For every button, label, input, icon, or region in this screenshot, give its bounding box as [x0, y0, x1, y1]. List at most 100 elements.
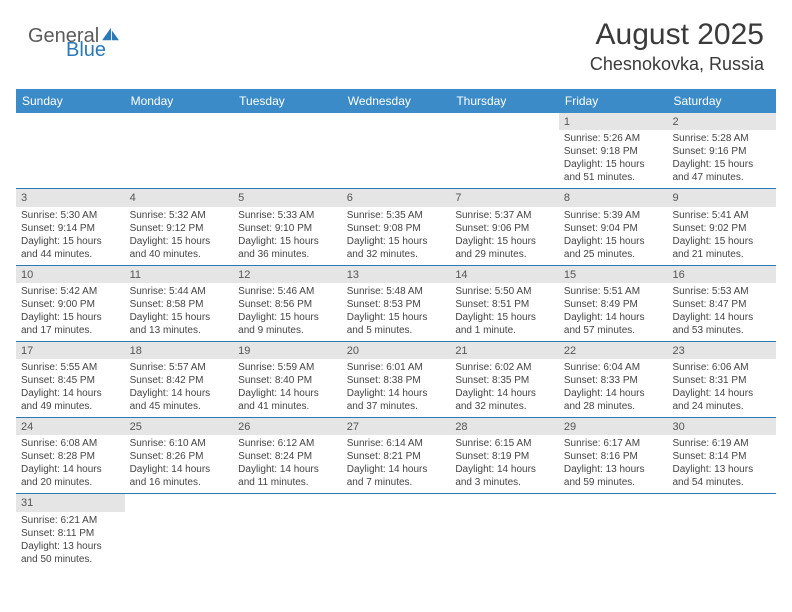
sunset-text: Sunset: 8:45 PM — [21, 374, 120, 387]
sunrise-text: Sunrise: 5:44 AM — [130, 285, 229, 298]
day-number: 7 — [450, 189, 559, 206]
cell-body — [233, 497, 342, 503]
sunrise-text: Sunrise: 6:15 AM — [455, 437, 554, 450]
daylight-text: Daylight: 14 hours and 24 minutes. — [672, 387, 771, 413]
sunset-text: Sunset: 9:16 PM — [672, 145, 771, 158]
sunset-text: Sunset: 8:14 PM — [672, 450, 771, 463]
sunrise-text: Sunrise: 5:57 AM — [130, 361, 229, 374]
week-row: 17Sunrise: 5:55 AMSunset: 8:45 PMDayligh… — [16, 342, 776, 418]
sunrise-text: Sunrise: 6:21 AM — [21, 514, 120, 527]
calendar-cell: 27Sunrise: 6:14 AMSunset: 8:21 PMDayligh… — [342, 418, 451, 493]
calendar-cell: 14Sunrise: 5:50 AMSunset: 8:51 PMDayligh… — [450, 266, 559, 341]
day-number: 27 — [342, 418, 451, 435]
calendar-cell: 30Sunrise: 6:19 AMSunset: 8:14 PMDayligh… — [667, 418, 776, 493]
sunrise-text: Sunrise: 6:06 AM — [672, 361, 771, 374]
weeks-container: 1Sunrise: 5:26 AMSunset: 9:18 PMDaylight… — [16, 113, 776, 570]
day-number: 23 — [667, 342, 776, 359]
day-number: 13 — [342, 266, 451, 283]
cell-body: Sunrise: 6:14 AMSunset: 8:21 PMDaylight:… — [342, 435, 451, 493]
sunrise-text: Sunrise: 6:12 AM — [238, 437, 337, 450]
sunset-text: Sunset: 8:42 PM — [130, 374, 229, 387]
header: GeneralBlue August 2025 Chesnokovka, Rus… — [0, 0, 792, 83]
sunrise-text: Sunrise: 6:19 AM — [672, 437, 771, 450]
calendar-cell: 6Sunrise: 5:35 AMSunset: 9:08 PMDaylight… — [342, 189, 451, 264]
calendar-cell: 13Sunrise: 5:48 AMSunset: 8:53 PMDayligh… — [342, 266, 451, 341]
weekday-header: Sunday — [16, 89, 125, 113]
sunrise-text: Sunrise: 5:26 AM — [564, 132, 663, 145]
cell-body — [450, 497, 559, 503]
sunrise-text: Sunrise: 6:02 AM — [455, 361, 554, 374]
day-number: 25 — [125, 418, 234, 435]
cell-body: Sunrise: 5:35 AMSunset: 9:08 PMDaylight:… — [342, 207, 451, 265]
cell-body: Sunrise: 6:19 AMSunset: 8:14 PMDaylight:… — [667, 435, 776, 493]
cell-body: Sunrise: 5:28 AMSunset: 9:16 PMDaylight:… — [667, 130, 776, 188]
calendar-cell: 1Sunrise: 5:26 AMSunset: 9:18 PMDaylight… — [559, 113, 668, 188]
weekday-header: Tuesday — [233, 89, 342, 113]
daylight-text: Daylight: 14 hours and 20 minutes. — [21, 463, 120, 489]
weekday-header: Saturday — [667, 89, 776, 113]
day-number: 19 — [233, 342, 342, 359]
sunset-text: Sunset: 8:33 PM — [564, 374, 663, 387]
cell-body — [16, 116, 125, 122]
calendar-cell: 16Sunrise: 5:53 AMSunset: 8:47 PMDayligh… — [667, 266, 776, 341]
calendar-cell: 3Sunrise: 5:30 AMSunset: 9:14 PMDaylight… — [16, 189, 125, 264]
day-number: 5 — [233, 189, 342, 206]
calendar-cell: 28Sunrise: 6:15 AMSunset: 8:19 PMDayligh… — [450, 418, 559, 493]
calendar-cell-empty — [125, 113, 234, 188]
daylight-text: Daylight: 15 hours and 13 minutes. — [130, 311, 229, 337]
day-number: 17 — [16, 342, 125, 359]
cell-body — [125, 497, 234, 503]
daylight-text: Daylight: 15 hours and 25 minutes. — [564, 235, 663, 261]
day-number: 16 — [667, 266, 776, 283]
cell-body: Sunrise: 5:30 AMSunset: 9:14 PMDaylight:… — [16, 207, 125, 265]
sunset-text: Sunset: 8:31 PM — [672, 374, 771, 387]
cell-body: Sunrise: 6:17 AMSunset: 8:16 PMDaylight:… — [559, 435, 668, 493]
calendar-cell: 20Sunrise: 6:01 AMSunset: 8:38 PMDayligh… — [342, 342, 451, 417]
calendar-cell: 10Sunrise: 5:42 AMSunset: 9:00 PMDayligh… — [16, 266, 125, 341]
day-number: 2 — [667, 113, 776, 130]
daylight-text: Daylight: 15 hours and 44 minutes. — [21, 235, 120, 261]
cell-body: Sunrise: 5:46 AMSunset: 8:56 PMDaylight:… — [233, 283, 342, 341]
day-number: 14 — [450, 266, 559, 283]
cell-body: Sunrise: 6:06 AMSunset: 8:31 PMDaylight:… — [667, 359, 776, 417]
sunrise-text: Sunrise: 5:30 AM — [21, 209, 120, 222]
sunset-text: Sunset: 8:26 PM — [130, 450, 229, 463]
cell-body: Sunrise: 5:55 AMSunset: 8:45 PMDaylight:… — [16, 359, 125, 417]
cell-body: Sunrise: 5:33 AMSunset: 9:10 PMDaylight:… — [233, 207, 342, 265]
location-label: Chesnokovka, Russia — [590, 54, 764, 75]
sunset-text: Sunset: 9:14 PM — [21, 222, 120, 235]
sunset-text: Sunset: 8:47 PM — [672, 298, 771, 311]
calendar-cell-empty — [450, 113, 559, 188]
cell-body: Sunrise: 6:21 AMSunset: 8:11 PMDaylight:… — [16, 512, 125, 570]
sunrise-text: Sunrise: 5:37 AM — [455, 209, 554, 222]
cell-body — [125, 116, 234, 122]
daylight-text: Daylight: 14 hours and 32 minutes. — [455, 387, 554, 413]
cell-body: Sunrise: 6:08 AMSunset: 8:28 PMDaylight:… — [16, 435, 125, 493]
day-number: 4 — [125, 189, 234, 206]
weekday-header: Thursday — [450, 89, 559, 113]
sunrise-text: Sunrise: 5:28 AM — [672, 132, 771, 145]
sunset-text: Sunset: 8:19 PM — [455, 450, 554, 463]
sunrise-text: Sunrise: 6:04 AM — [564, 361, 663, 374]
calendar-cell-empty — [342, 494, 451, 569]
cell-body: Sunrise: 5:59 AMSunset: 8:40 PMDaylight:… — [233, 359, 342, 417]
sunrise-text: Sunrise: 5:51 AM — [564, 285, 663, 298]
sunrise-text: Sunrise: 5:46 AM — [238, 285, 337, 298]
calendar-cell-empty — [559, 494, 668, 569]
cell-body — [559, 497, 668, 503]
cell-body: Sunrise: 6:02 AMSunset: 8:35 PMDaylight:… — [450, 359, 559, 417]
sunset-text: Sunset: 8:40 PM — [238, 374, 337, 387]
sunset-text: Sunset: 8:51 PM — [455, 298, 554, 311]
day-number: 22 — [559, 342, 668, 359]
sunrise-text: Sunrise: 6:08 AM — [21, 437, 120, 450]
daylight-text: Daylight: 14 hours and 41 minutes. — [238, 387, 337, 413]
week-row: 10Sunrise: 5:42 AMSunset: 9:00 PMDayligh… — [16, 266, 776, 342]
cell-body: Sunrise: 6:10 AMSunset: 8:26 PMDaylight:… — [125, 435, 234, 493]
week-row: 1Sunrise: 5:26 AMSunset: 9:18 PMDaylight… — [16, 113, 776, 189]
calendar: SundayMondayTuesdayWednesdayThursdayFrid… — [16, 89, 776, 570]
daylight-text: Daylight: 13 hours and 59 minutes. — [564, 463, 663, 489]
daylight-text: Daylight: 15 hours and 40 minutes. — [130, 235, 229, 261]
daylight-text: Daylight: 15 hours and 51 minutes. — [564, 158, 663, 184]
sunrise-text: Sunrise: 5:41 AM — [672, 209, 771, 222]
sunrise-text: Sunrise: 5:53 AM — [672, 285, 771, 298]
